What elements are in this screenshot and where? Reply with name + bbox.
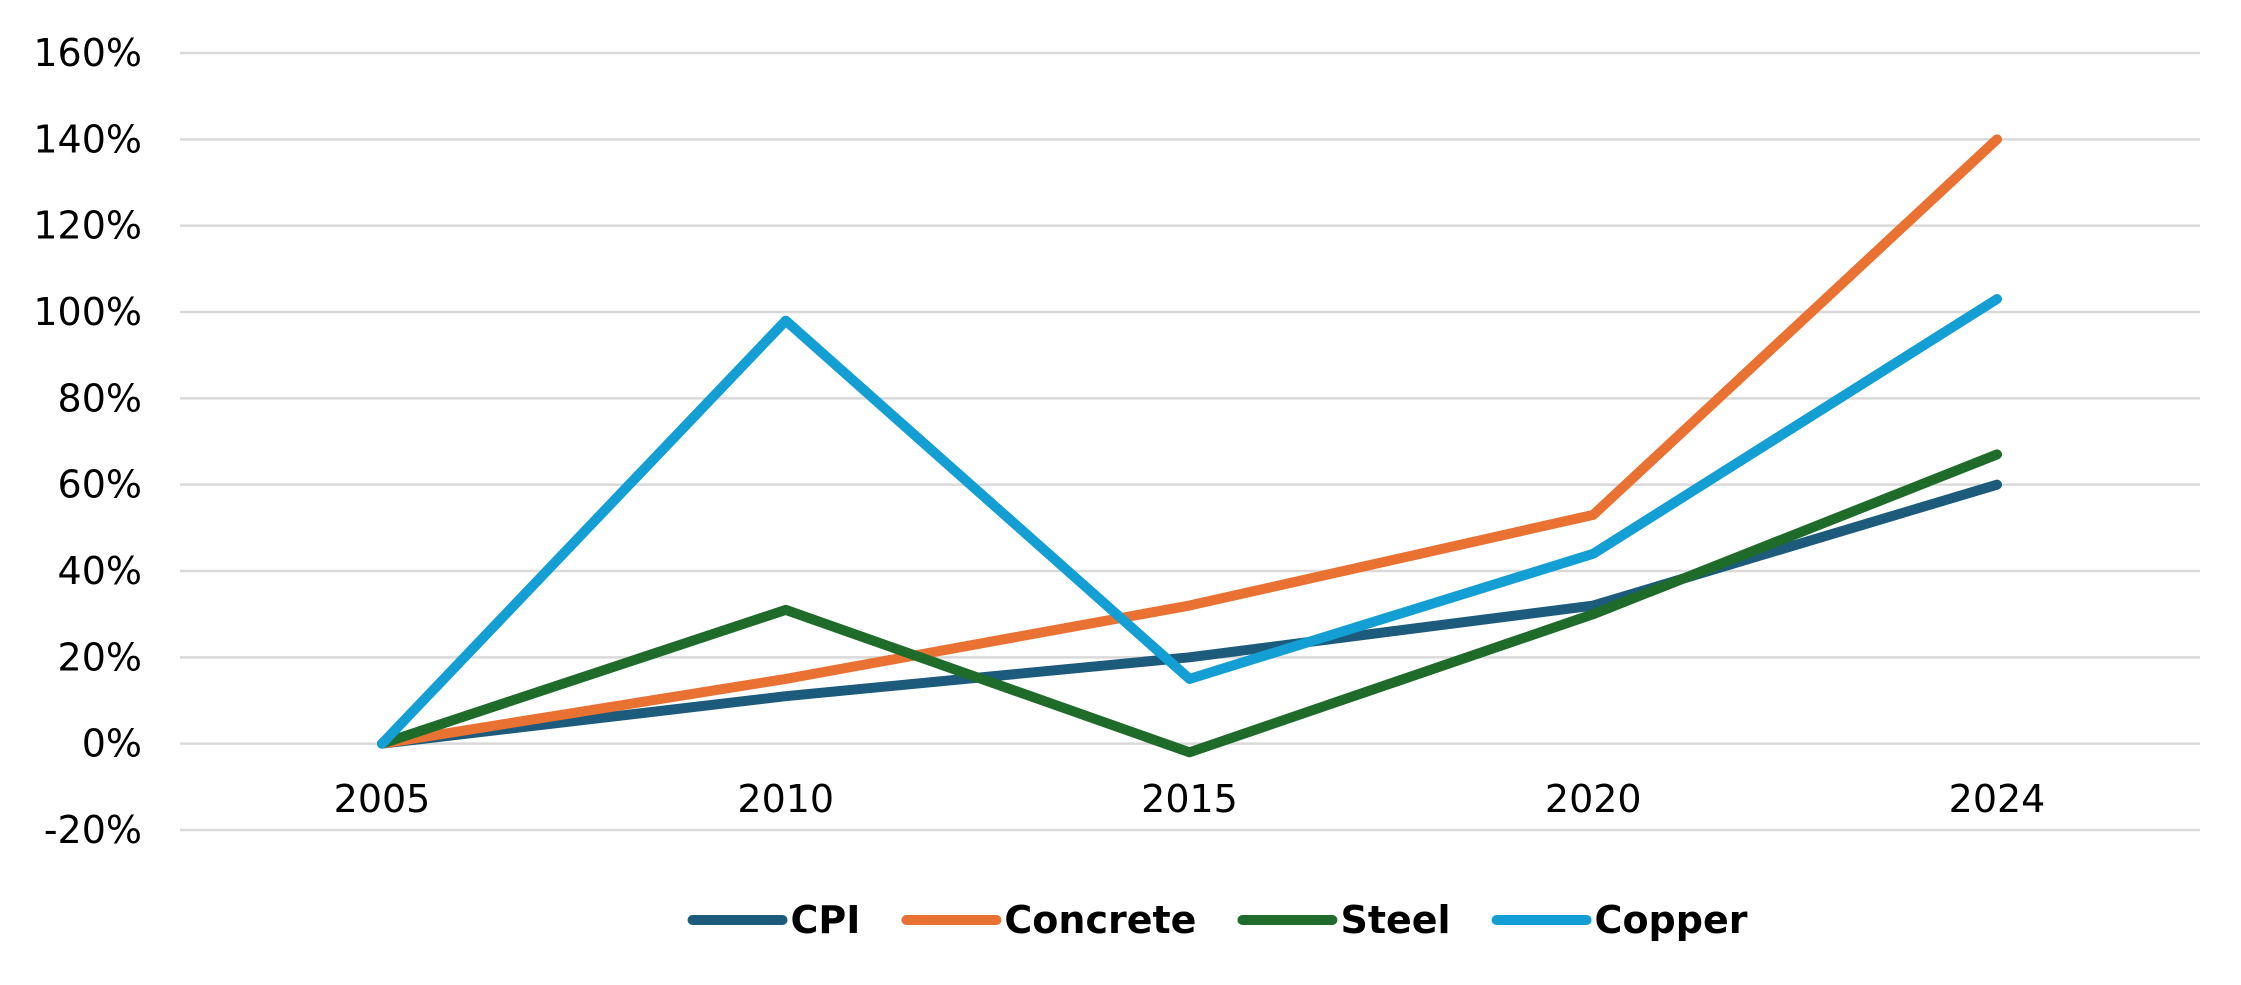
legend: CPI Concrete Steel Copper — [687, 898, 1748, 942]
legend-item-steel: Steel — [1237, 898, 1451, 942]
y-tick-label-2: 20% — [58, 635, 142, 679]
legend-item-copper: Copper — [1491, 898, 1748, 942]
y-tick-label-8: 140% — [33, 117, 142, 161]
series-line-concrete — [377, 134, 2002, 749]
grid-layer — [180, 51, 2200, 832]
legend-item-cpi: CPI — [687, 898, 861, 942]
x-tick-label-0: 2005 — [334, 777, 431, 821]
x-tick-label-4: 2024 — [1949, 777, 2046, 821]
y-tick-label-5: 80% — [58, 376, 142, 420]
y-tick-label-7: 120% — [33, 204, 142, 248]
y-tick-label-6: 100% — [33, 290, 142, 334]
series-layer — [377, 134, 2002, 758]
series-line-steel — [377, 449, 2002, 758]
y-tick-label-4: 60% — [58, 463, 142, 507]
x-tick-label-1: 2010 — [737, 777, 834, 821]
legend-label-concrete: Concrete — [1004, 898, 1196, 942]
x-tick-label-2: 2015 — [1141, 777, 1238, 821]
x-tick-label-3: 2020 — [1545, 777, 1642, 821]
legend-label-steel: Steel — [1340, 898, 1450, 942]
y-tick-label-3: 40% — [58, 549, 142, 593]
x-axis-tick-labels: 2005 2010 2015 2020 2024 — [334, 777, 2046, 821]
y-tick-label-9: 160% — [33, 31, 142, 75]
y-tick-label-1: 0% — [82, 722, 142, 766]
legend-label-copper: Copper — [1595, 898, 1748, 942]
legend-item-concrete: Concrete — [901, 898, 1196, 942]
y-axis-tick-labels: -20% 0% 20% 40% 60% 80% 100% 120% 140% 160% — [33, 31, 142, 852]
legend-label-cpi: CPI — [791, 898, 861, 942]
series-line-copper — [377, 294, 2002, 749]
y-tick-label-0: -20% — [44, 808, 142, 852]
